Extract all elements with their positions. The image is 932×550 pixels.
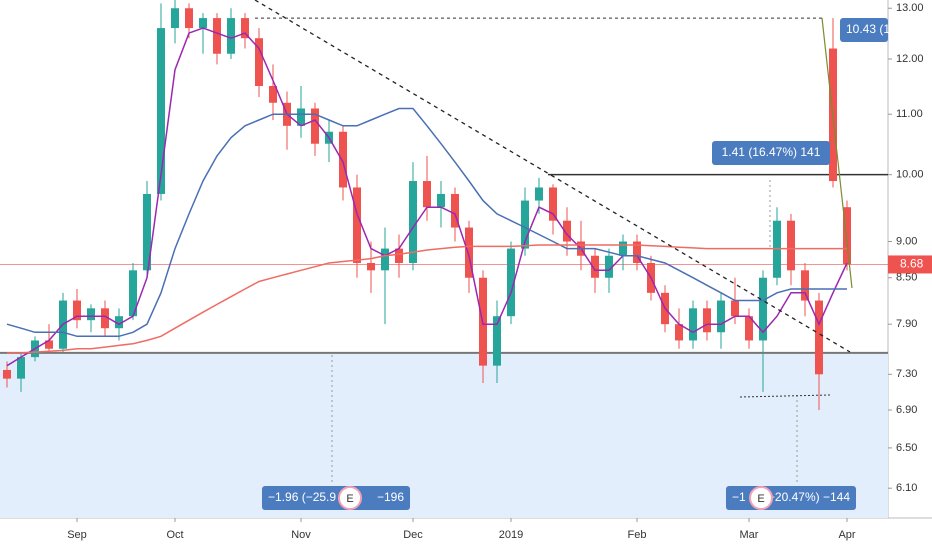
candle-body — [465, 227, 473, 278]
candle-body — [73, 300, 81, 321]
candle-body — [815, 300, 823, 375]
candle-body — [269, 86, 277, 103]
measure-box — [262, 486, 410, 510]
moving-average — [7, 244, 847, 354]
candle-body — [591, 255, 599, 278]
annotation: −20.47%) −144 — [768, 490, 850, 504]
y-tick-label: 12.00 — [896, 53, 924, 65]
x-tick-label: 2019 — [499, 529, 523, 541]
y-tick-label: 7.90 — [896, 318, 917, 330]
earnings-badge-label: E — [757, 493, 764, 505]
candle-body — [367, 262, 375, 271]
candle-body — [717, 300, 725, 333]
x-tick-label: Feb — [628, 529, 647, 541]
candle-body — [17, 357, 25, 379]
candle-body — [87, 308, 95, 321]
candle-body — [689, 308, 697, 341]
candle-body — [157, 28, 165, 194]
y-tick-label: 6.90 — [896, 404, 917, 416]
candle-body — [731, 300, 739, 317]
annotation: −1 — [732, 490, 746, 504]
candle-body — [297, 108, 305, 126]
y-tick-label: 6.50 — [896, 442, 917, 454]
projection-line — [821, 17, 853, 289]
y-tick-label: 7.30 — [896, 368, 917, 380]
low-marker — [739, 394, 831, 398]
candle-body — [45, 340, 53, 349]
candle-body — [241, 18, 249, 39]
x-tick-label: Oct — [166, 529, 183, 541]
annotation: 1.41 (16.47%) 141 — [722, 145, 821, 159]
candle-body — [171, 8, 179, 29]
moving-average — [6, 107, 847, 338]
y-tick-label: 13.00 — [896, 2, 924, 14]
annotation: −1.96 (−25.9 — [268, 490, 336, 504]
candle-body — [759, 277, 767, 341]
candle-body — [115, 316, 123, 329]
candle-body — [143, 193, 151, 271]
earnings-badge[interactable] — [338, 486, 362, 510]
candle-body — [703, 308, 711, 333]
candle-body — [507, 248, 515, 317]
candle-body — [619, 241, 627, 256]
candle-body — [493, 316, 501, 366]
candle-body — [227, 18, 235, 54]
candle-body — [395, 248, 403, 263]
candle-body — [563, 220, 571, 242]
candle-body — [437, 193, 445, 208]
candle-body — [605, 255, 613, 278]
candle-body — [185, 8, 193, 29]
candle-body — [801, 270, 809, 301]
candle-body — [521, 200, 529, 249]
y-tick-label: 6.10 — [896, 482, 917, 494]
candle-body — [745, 316, 753, 341]
y-tick-label: 11.00 — [896, 108, 923, 120]
candle-body — [353, 187, 361, 263]
candle-body — [535, 187, 543, 201]
x-tick-label: Sep — [67, 529, 87, 541]
candle-body — [843, 207, 851, 265]
measure-box — [712, 141, 830, 165]
earnings-badge[interactable] — [749, 486, 773, 510]
candle-body — [129, 270, 137, 317]
y-tick-label: 9.00 — [896, 235, 917, 247]
candle-body — [255, 38, 263, 87]
annotation: −196 — [377, 490, 404, 504]
candle-body — [199, 18, 207, 29]
last-price-label: 8.68 — [900, 257, 924, 271]
moving-average — [6, 27, 848, 367]
candle-body — [381, 248, 389, 271]
x-tick-label: Apr — [838, 529, 855, 541]
candle-body — [409, 181, 417, 263]
earnings-badge-label: E — [346, 493, 353, 505]
y-tick-label: 10.00 — [896, 169, 924, 181]
candle-body — [633, 241, 641, 263]
annotation: 10.43 (1 — [846, 22, 890, 36]
candle-body — [549, 187, 557, 221]
candle-body — [675, 324, 683, 341]
trend-line — [254, 0, 851, 353]
candle-body — [3, 369, 11, 379]
candle-body — [213, 18, 221, 54]
y-tick-label: 8.50 — [896, 272, 917, 284]
candle-body — [423, 181, 431, 208]
candle-body — [311, 108, 319, 144]
candle-body — [339, 131, 347, 188]
measure-box — [840, 18, 888, 42]
candle-body — [451, 193, 459, 228]
candle-body — [101, 308, 109, 329]
candle-body — [787, 220, 795, 271]
x-tick-label: Dec — [403, 529, 423, 541]
last-price-tag — [888, 255, 932, 274]
x-tick-label: Mar — [740, 529, 759, 541]
x-tick-label: Nov — [291, 529, 311, 541]
